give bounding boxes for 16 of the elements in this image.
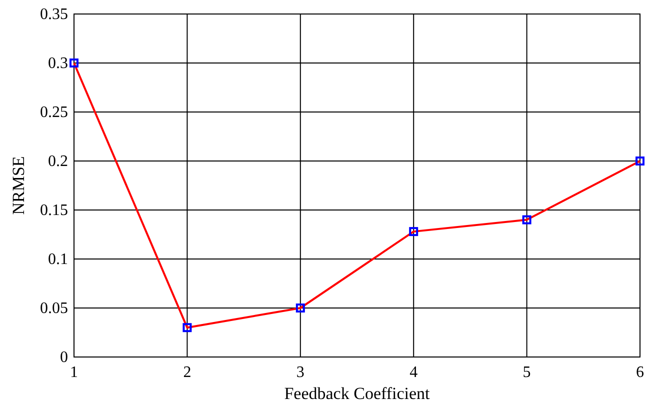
y-tick-label: 0 <box>60 349 68 366</box>
x-tick-label: 3 <box>296 364 304 381</box>
x-tick-label: 4 <box>410 364 418 381</box>
y-tick-label: 0.2 <box>48 153 68 170</box>
x-axis-title: Feedback Coefficient <box>284 384 430 403</box>
y-axis-title: NRMSE <box>9 156 28 215</box>
x-tick-label: 5 <box>522 364 531 381</box>
y-tick-label: 0.1 <box>48 251 68 268</box>
y-tick-label: 0.3 <box>48 55 68 72</box>
x-tick-label: 6 <box>636 364 644 381</box>
x-tick-label: 2 <box>183 364 192 381</box>
y-tick-label: 0.25 <box>40 104 68 121</box>
y-tick-label: 0.05 <box>40 300 68 317</box>
y-tick-label: 0.15 <box>40 202 68 219</box>
y-tick-label: 0.35 <box>40 6 68 23</box>
x-tick-label: 1 <box>70 364 78 381</box>
